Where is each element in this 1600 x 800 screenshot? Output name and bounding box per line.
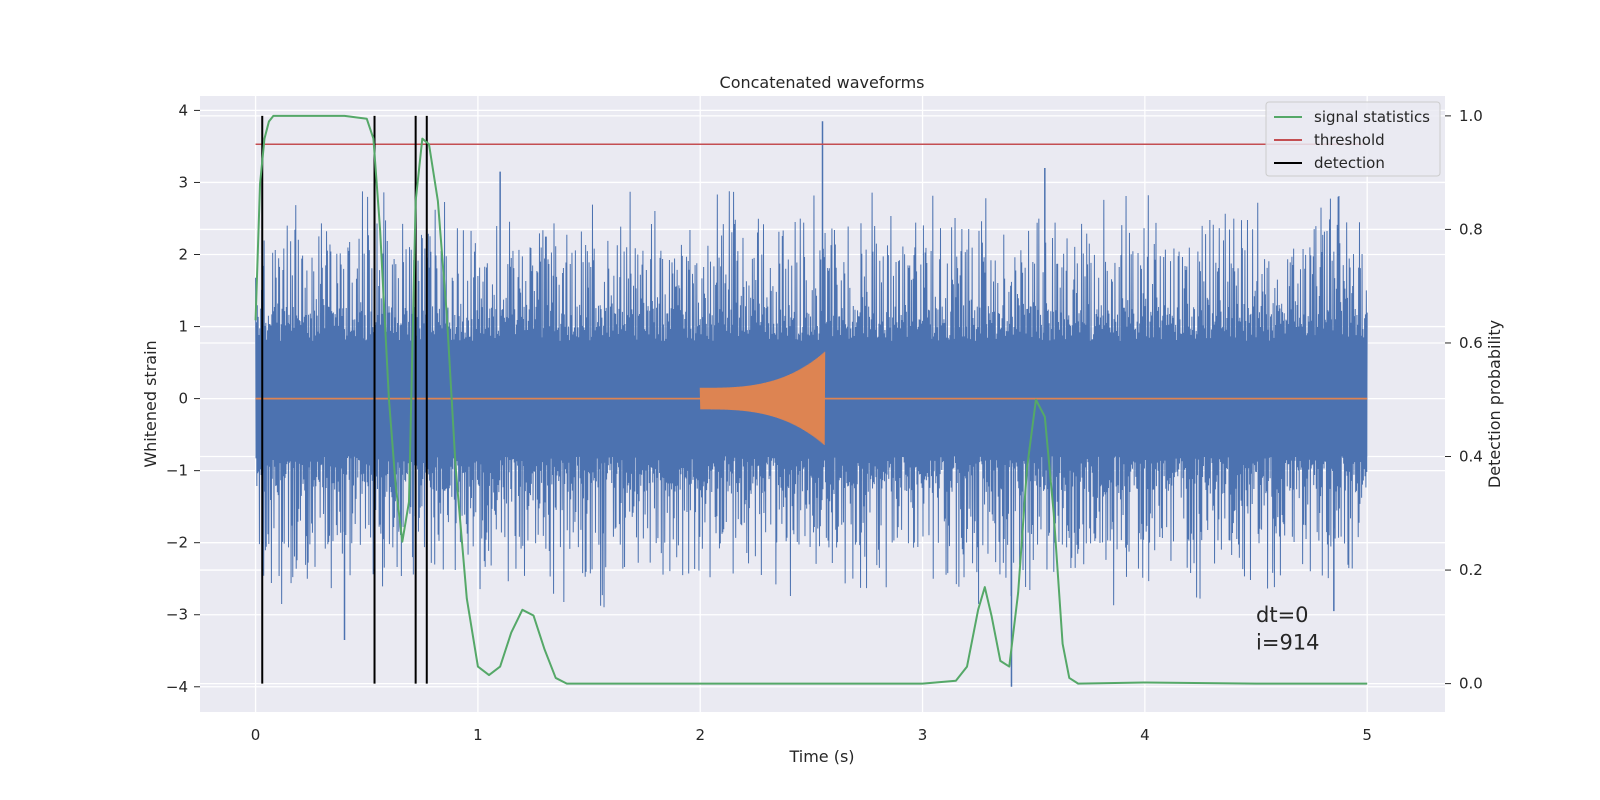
y-left-tick-label: 4	[178, 101, 188, 119]
legend-box	[1265, 101, 1441, 177]
signal-statistics-line	[254, 114, 1368, 685]
y-left-tick-label: 1	[178, 318, 188, 336]
y-left-axis: −4 −3 −2 −1 0 1 2 3 4	[166, 101, 200, 696]
noise-trace	[255, 191, 1368, 608]
y-left-tick-label: −2	[166, 534, 188, 552]
annotation-text: dt=0	[1256, 603, 1309, 627]
legend: signal statistics threshold detection	[1265, 101, 1441, 177]
injected-chirp	[699, 351, 826, 445]
x-axis-label: Time (s)	[788, 747, 854, 766]
x-tick-label: 0	[251, 726, 261, 744]
y-right-tick-label: 1.0	[1459, 107, 1483, 125]
x-axis: 0 1 2 3 4 5	[251, 726, 1372, 744]
legend-label: signal statistics	[1314, 108, 1430, 126]
annotation-text: i=914	[1256, 630, 1320, 654]
x-tick-label: 5	[1362, 726, 1372, 744]
y-left-tick-label: 0	[178, 390, 188, 408]
legend-label: threshold	[1314, 131, 1385, 149]
detection-series	[261, 115, 428, 684]
y-left-tick-label: −4	[166, 678, 188, 696]
y-right-tick-label: 0.4	[1459, 448, 1483, 466]
y-left-tick-label: −1	[166, 462, 188, 480]
y-left-tick-label: 3	[178, 173, 188, 191]
y-left-tick-label: 2	[178, 246, 188, 264]
y-right-axis-label: Detection probability	[1485, 320, 1504, 488]
chart-title: Concatenated waveforms	[720, 73, 925, 92]
injected-waveform-series	[255, 351, 1368, 445]
y-right-tick-label: 0.2	[1459, 561, 1483, 579]
x-tick-label: 4	[1140, 726, 1150, 744]
y-right-axis: 0.0 0.2 0.4 0.6 0.8 1.0	[1445, 107, 1483, 693]
y-left-axis-label: Whitened strain	[141, 340, 160, 467]
signal-statistics-series	[254, 114, 1368, 685]
legend-label: detection	[1314, 154, 1385, 172]
y-right-tick-label: 0.0	[1459, 675, 1483, 693]
y-left-tick-label: −3	[166, 606, 188, 624]
x-tick-label: 2	[695, 726, 705, 744]
y-right-tick-label: 0.6	[1459, 334, 1483, 352]
y-right-tick-label: 0.8	[1459, 220, 1483, 238]
x-tick-label: 3	[918, 726, 928, 744]
annotations: dt=0 i=914	[1256, 603, 1320, 654]
x-tick-label: 1	[473, 726, 483, 744]
